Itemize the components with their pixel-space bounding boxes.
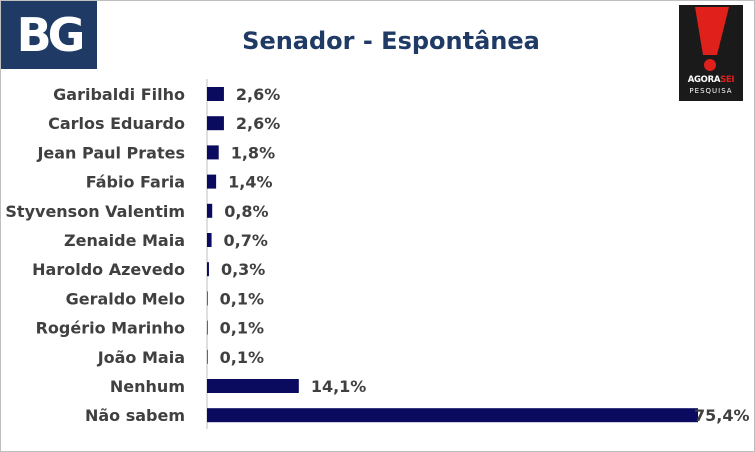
data-label: 0,3%: [221, 260, 265, 279]
category-label: João Maia: [97, 348, 185, 367]
data-label: 2,6%: [236, 85, 280, 104]
data-label: 0,1%: [220, 348, 264, 367]
bar: [207, 379, 299, 393]
chart-title: Senador - Espontânea: [242, 27, 540, 55]
bar: [207, 349, 208, 364]
agorasei-subtitle: PESQUISA: [689, 87, 733, 95]
bar: [207, 291, 208, 306]
bar: [207, 174, 217, 189]
bar: [207, 408, 698, 423]
data-label: 0,1%: [220, 289, 264, 308]
category-label: Nenhum: [110, 377, 185, 396]
bar: [207, 145, 219, 160]
agorasei-brand: AGORASEI: [679, 75, 743, 85]
bar: [207, 262, 209, 277]
bars-group: [207, 87, 698, 423]
bar: [207, 203, 213, 218]
category-label: Fábio Faria: [86, 173, 185, 192]
data-label: 75,4%: [694, 406, 750, 425]
category-label: Haroldo Azevedo: [32, 260, 185, 279]
category-label: Carlos Eduardo: [48, 114, 185, 133]
data-label: 1,4%: [228, 173, 272, 192]
bar: [207, 233, 212, 247]
category-label: Geraldo Melo: [66, 289, 185, 308]
data-label: 0,1%: [220, 319, 264, 338]
category-label: Não sabem: [85, 406, 185, 425]
agorasei-brand-a: AGORA: [687, 75, 721, 85]
data-label: 1,8%: [231, 143, 275, 162]
bar: [207, 87, 224, 101]
data-label: 14,1%: [311, 377, 367, 396]
value-labels: 2,6% 2,6% 1,8% 1,4% 0,8% 0,7% 0,3% 0,1% 0,1% 0,1%…: [220, 85, 750, 425]
bar: [207, 116, 224, 131]
category-labels: Garibaldi Filho Carlos Eduardo Jean Paul P…: [5, 85, 185, 425]
data-label: 0,7%: [224, 231, 268, 250]
category-label: Jean Paul Prates: [36, 143, 185, 162]
data-label: 2,6%: [236, 114, 280, 133]
bg-logo: BG: [1, 1, 97, 69]
category-label: Zenaide Maia: [64, 231, 185, 250]
category-label: Garibaldi Filho: [53, 85, 185, 104]
data-label: 0,8%: [224, 202, 268, 221]
agorasei-brand-b: SEI: [720, 75, 735, 85]
bar: [207, 320, 208, 335]
category-label: Rogério Marinho: [36, 319, 185, 338]
agorasei-logo: AGORASEI PESQUISA: [679, 5, 743, 101]
category-label: Styvenson Valentim: [5, 202, 185, 221]
exclamation-icon: [695, 7, 729, 71]
